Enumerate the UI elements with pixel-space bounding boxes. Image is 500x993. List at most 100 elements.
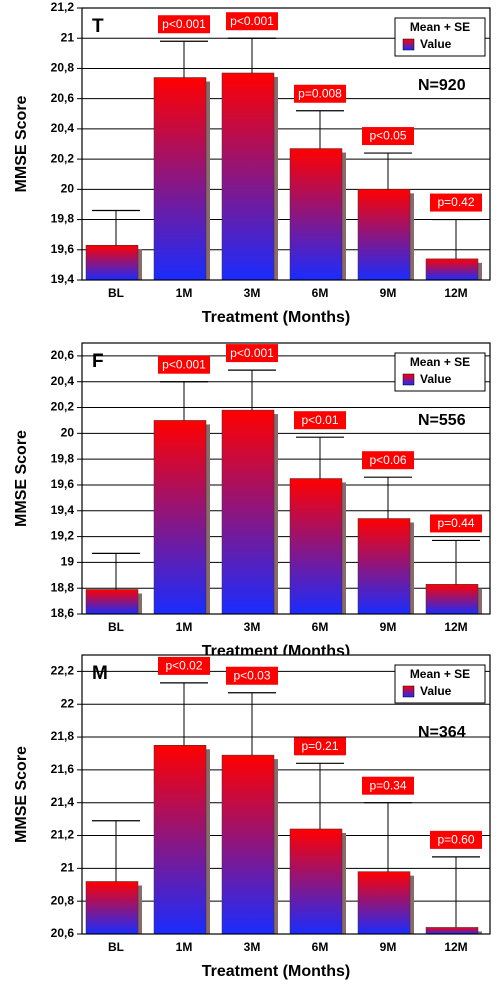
y-tick-label: 20,6 (51, 926, 75, 940)
y-tick-label: 20,2 (51, 151, 75, 165)
error-bar (92, 552, 140, 590)
x-tick-label: BL (108, 286, 124, 300)
bar (153, 745, 207, 935)
p-label-box (430, 830, 482, 849)
y-tick-label: 19,8 (51, 212, 75, 226)
y-tick-label: 19 (61, 555, 75, 569)
y-axis-title: MMSE Score (13, 430, 30, 527)
bar (425, 927, 479, 935)
plot-frame (81, 7, 491, 281)
panel-label: F (92, 351, 104, 372)
y-tick-label: 21,6 (51, 762, 75, 776)
y-tick-label: 19,4 (51, 272, 75, 286)
bar (289, 828, 343, 935)
error-bar (92, 209, 140, 246)
y-tick-label: 20,8 (51, 61, 75, 75)
p-label: p=0.60 (437, 833, 474, 847)
p-label: p<0.02 (165, 659, 202, 673)
bar (221, 72, 275, 281)
x-tick-label: 6M (312, 620, 329, 634)
p-label-box (158, 656, 210, 675)
x-tick-label: 3M (244, 940, 261, 954)
p-label: p=0.21 (301, 739, 338, 753)
error-bar (364, 802, 412, 872)
p-label-box (158, 355, 210, 374)
legend-swatch (402, 38, 415, 51)
p-label: p=0.008 (298, 86, 342, 100)
p-label-box (362, 127, 414, 146)
p-label: p<0.001 (230, 14, 274, 28)
bar (357, 871, 411, 935)
y-tick-label: 18,6 (51, 606, 75, 620)
p-label-box (294, 84, 346, 103)
p-label: p<0.05 (369, 129, 406, 143)
p-label-box (362, 451, 414, 470)
y-tick-label: 19,4 (51, 503, 75, 517)
p-label: p<0.03 (233, 668, 270, 682)
y-tick-label: 18,8 (51, 580, 75, 594)
p-label-box (226, 12, 278, 31)
x-axis-title: Treatment (Months) (202, 309, 350, 326)
p-label: p<0.01 (301, 413, 338, 427)
y-tick-label: 20,4 (51, 374, 75, 388)
legend-swatch (402, 685, 415, 698)
y-tick-label: 20,6 (51, 91, 75, 105)
legend-label: Value (420, 37, 452, 51)
panel-label: M (92, 663, 108, 684)
n-label: N=364 (418, 724, 466, 741)
plot-frame (81, 654, 491, 935)
y-tick-label: 21,2 (51, 0, 75, 14)
p-label-box (294, 411, 346, 430)
bar (289, 478, 343, 615)
p-label: p=0.42 (437, 195, 474, 209)
p-label: p<0.001 (162, 17, 206, 31)
legend-box (394, 17, 486, 57)
x-tick-label: 1M (176, 286, 193, 300)
x-tick-label: BL (108, 940, 124, 954)
bar (425, 584, 479, 615)
y-tick-label: 20,2 (51, 400, 75, 414)
error-bar (160, 381, 208, 421)
x-tick-label: 9M (380, 620, 397, 634)
bar (85, 881, 139, 935)
error-bar (364, 152, 412, 190)
n-label: N=556 (418, 412, 466, 429)
y-tick-label: 21,4 (51, 795, 75, 809)
x-tick-label: 9M (380, 286, 397, 300)
y-tick-label: 20 (61, 426, 75, 440)
legend-swatch (402, 373, 415, 386)
legend-title: Mean + SE (410, 20, 470, 34)
bar (153, 420, 207, 615)
y-tick-label: 22,2 (51, 664, 75, 678)
error-bar (228, 369, 276, 411)
x-tick-label: 1M (176, 620, 193, 634)
p-label: p<0.001 (230, 346, 274, 360)
x-tick-label: 9M (380, 940, 397, 954)
error-bar (160, 682, 208, 746)
p-label-box (430, 193, 482, 212)
error-bar (92, 820, 140, 882)
p-label-box (226, 666, 278, 685)
p-label-box (294, 737, 346, 756)
x-tick-label: 12M (444, 620, 467, 634)
p-label-box (362, 776, 414, 795)
p-label: p<0.06 (369, 453, 406, 467)
y-tick-label: 20,8 (51, 893, 75, 907)
x-tick-label: 3M (244, 286, 261, 300)
x-axis-title: Treatment (Months) (202, 963, 350, 980)
x-tick-label: 12M (444, 940, 467, 954)
y-tick-label: 21 (61, 30, 75, 44)
y-tick-label: 19,6 (51, 242, 75, 256)
p-label-box (158, 15, 210, 34)
y-tick-label: 19,8 (51, 451, 75, 465)
y-axis-title: MMSE Score (13, 746, 30, 843)
error-bar (296, 436, 344, 479)
p-label: p=0.44 (437, 516, 474, 530)
bar (425, 258, 479, 281)
y-tick-label: 20 (61, 182, 75, 196)
y-tick-label: 21,2 (51, 828, 75, 842)
y-tick-label: 20,4 (51, 121, 75, 135)
error-bar (296, 762, 344, 829)
error-bar (432, 539, 480, 585)
